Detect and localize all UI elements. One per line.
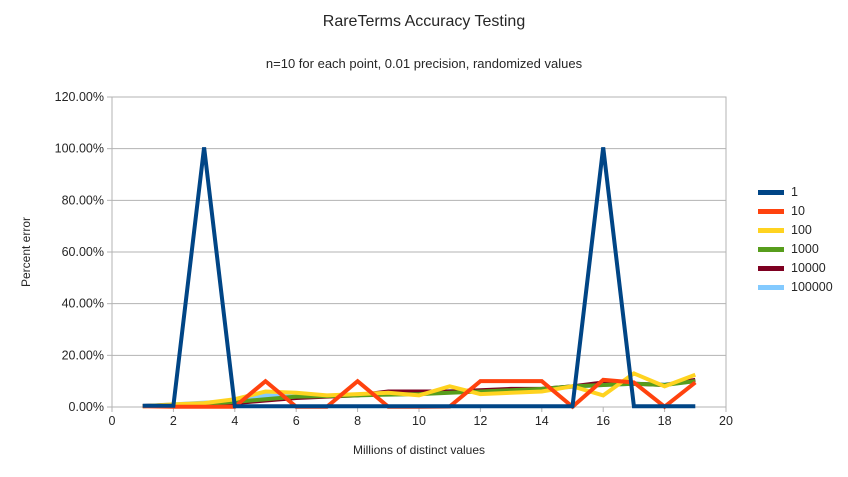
chart-title: RareTerms Accuracy Testing <box>322 13 526 30</box>
x-tick-label: 10 <box>412 414 426 428</box>
x-tick-label: 6 <box>293 414 300 428</box>
y-tick-label: 20.00% <box>62 348 104 362</box>
y-tick-label: 0.00% <box>69 400 104 414</box>
legend-item: 10000 <box>758 259 833 278</box>
legend-item: 100000 <box>758 278 833 297</box>
series-line-1 <box>142 147 696 409</box>
legend-item: 1000 <box>758 240 833 259</box>
legend-item: 100 <box>758 221 833 240</box>
legend-label: 1 <box>791 185 798 199</box>
y-tick-label: 40.00% <box>62 297 104 311</box>
legend-label: 10 <box>791 204 805 218</box>
legend-label: 100000 <box>791 280 833 294</box>
legend-swatch <box>758 285 784 290</box>
legend-swatch <box>758 190 784 195</box>
x-tick-label: 16 <box>596 414 610 428</box>
legend-label: 10000 <box>791 261 826 275</box>
x-tick-label: 18 <box>658 414 672 428</box>
legend-label: 1000 <box>791 242 819 256</box>
legend-swatch <box>758 228 784 233</box>
x-tick-label: 8 <box>354 414 361 428</box>
legend-swatch <box>758 266 784 271</box>
x-tick-label: 0 <box>109 414 116 428</box>
x-axis-title: Millions of distinct values <box>352 443 486 457</box>
chart-subtitle: n=10 for each point, 0.01 precision, ran… <box>265 56 583 71</box>
x-tick-label: 2 <box>170 414 177 428</box>
legend-swatch <box>758 209 784 214</box>
y-tick-label: 100.00% <box>55 142 104 156</box>
x-tick-label: 14 <box>535 414 549 428</box>
legend: 1 10 100 1000 10000 100000 <box>758 183 833 297</box>
x-tick-label: 20 <box>719 414 733 428</box>
x-tick-label: 4 <box>231 414 238 428</box>
y-tick-label: 120.00% <box>55 90 104 104</box>
y-tick-label: 80.00% <box>62 193 104 207</box>
y-tick-label: 60.00% <box>62 245 104 259</box>
legend-label: 100 <box>791 223 812 237</box>
legend-item: 10 <box>758 202 833 221</box>
legend-item: 1 <box>758 183 833 202</box>
x-tick-label: 12 <box>473 414 487 428</box>
legend-swatch <box>758 247 784 252</box>
